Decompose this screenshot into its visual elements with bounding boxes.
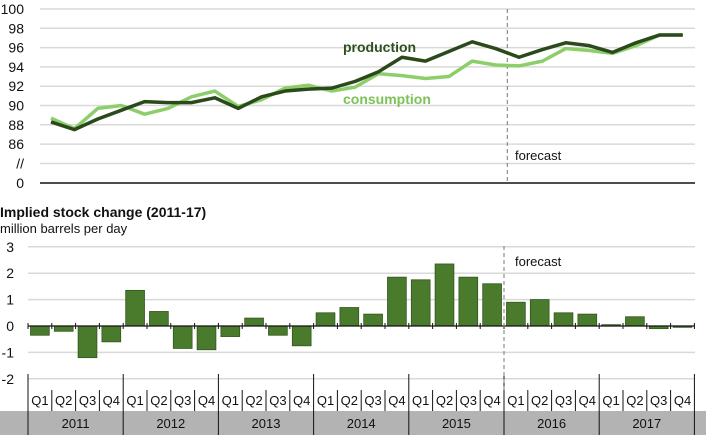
quarter-label: Q1 <box>412 393 429 408</box>
forecast-label: forecast <box>515 148 562 163</box>
y-tick-label: // <box>16 156 24 172</box>
quarter-label: Q4 <box>103 393 120 408</box>
bar <box>553 312 574 327</box>
quarter-label: Q1 <box>507 393 524 408</box>
quarter-label: Q3 <box>269 393 286 408</box>
y-tick-label: 98 <box>8 20 24 36</box>
bar <box>268 325 288 336</box>
y-tick-label: 0 <box>6 318 14 334</box>
forecast-label: forecast <box>515 254 562 269</box>
year-label: 2014 <box>347 416 376 431</box>
quarter-label: Q2 <box>55 393 72 408</box>
bar <box>339 307 360 327</box>
quarter-label: Q4 <box>293 393 310 408</box>
bar <box>101 325 122 343</box>
production-line <box>50 33 683 132</box>
quarter-label: Q2 <box>245 393 262 408</box>
consumption-line <box>50 33 683 131</box>
quarter-label: Q2 <box>626 393 643 408</box>
bar-chart-title: Implied stock change (2011-17) <box>0 204 206 220</box>
bar <box>315 312 336 327</box>
bar <box>577 313 598 327</box>
quarter-label: Q2 <box>436 393 453 408</box>
quarter-label: Q1 <box>222 393 239 408</box>
quarter-label: Q3 <box>79 393 96 408</box>
bar-chart-ylabel: million barrels per day <box>0 221 128 236</box>
year-label: 2012 <box>156 416 185 431</box>
bar <box>434 263 455 327</box>
quarter-label: Q1 <box>602 393 619 408</box>
year-label: 2016 <box>537 416 566 431</box>
quarter-label: Q1 <box>126 393 143 408</box>
quarter-label: Q1 <box>317 393 334 408</box>
production-label: production <box>343 39 416 55</box>
year-label: 2013 <box>252 416 281 431</box>
bar <box>363 313 383 327</box>
y-tick-label: 0 <box>16 175 24 191</box>
year-label: 2017 <box>632 416 661 431</box>
quarter-label: Q4 <box>388 393 405 408</box>
quarter-label: Q3 <box>555 393 572 408</box>
y-tick-label: -1 <box>2 344 15 360</box>
bar <box>30 325 50 336</box>
quarter-label: Q3 <box>460 393 477 408</box>
quarter-label: Q4 <box>483 393 500 408</box>
quarter-label: Q3 <box>364 393 381 408</box>
bar <box>458 276 479 327</box>
quarter-label: Q4 <box>579 393 596 408</box>
y-tick-label: 86 <box>8 136 24 152</box>
quarter-label: Q2 <box>150 393 167 408</box>
y-tick-label: 3 <box>6 239 14 255</box>
bar <box>220 325 241 337</box>
quarter-label: Q2 <box>341 393 358 408</box>
quarter-label: Q3 <box>174 393 191 408</box>
y-tick-label: 90 <box>8 98 24 114</box>
bar <box>529 299 550 327</box>
bar <box>506 301 526 327</box>
bar <box>387 276 407 327</box>
bar <box>196 325 217 351</box>
quarter-label: Q3 <box>650 393 667 408</box>
bar <box>172 325 193 349</box>
bar <box>244 317 264 327</box>
consumption-label: consumption <box>343 91 431 107</box>
bar <box>482 283 502 327</box>
y-tick-label: 88 <box>8 117 24 133</box>
bar <box>53 325 74 332</box>
year-label: 2015 <box>442 416 471 431</box>
bar <box>77 325 98 359</box>
bar <box>625 316 645 327</box>
quarter-label: Q2 <box>531 393 548 408</box>
bar <box>149 311 169 327</box>
quarter-label: Q4 <box>198 393 215 408</box>
bar <box>410 279 431 327</box>
bar <box>125 289 145 327</box>
y-tick-label: 1 <box>6 292 14 308</box>
quarter-label: Q1 <box>31 393 48 408</box>
y-tick-label: -2 <box>2 371 15 387</box>
y-tick-label: 92 <box>8 78 24 94</box>
y-tick-label: 100 <box>1 1 25 17</box>
year-label: 2011 <box>62 416 90 431</box>
y-tick-label: 2 <box>6 265 14 281</box>
y-tick-label: 96 <box>8 40 24 56</box>
bar <box>291 325 312 347</box>
production-consumption-chart: 100 98 96 94 92 90 88 86 // 0 forecast production co… <box>1 1 695 191</box>
y-tick-label: 94 <box>8 59 24 75</box>
year-band <box>0 411 706 435</box>
quarter-label: Q4 <box>674 393 691 408</box>
